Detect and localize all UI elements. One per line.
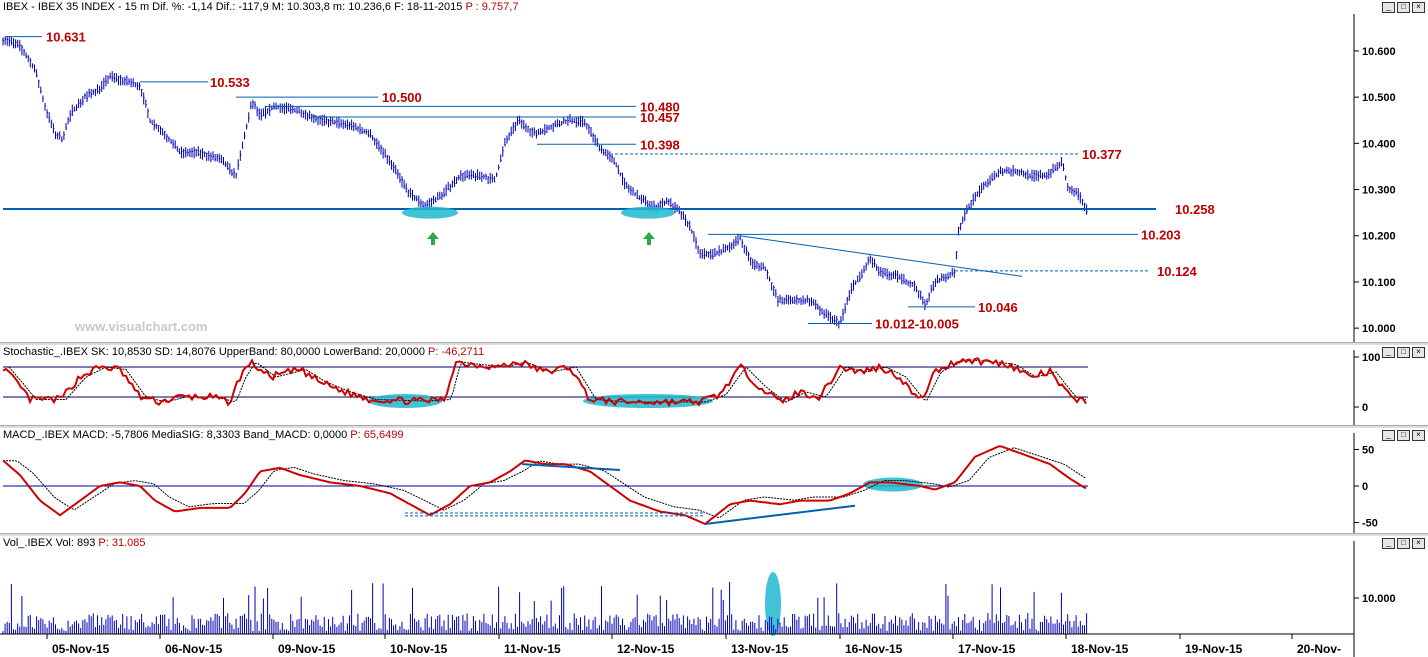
- macd-header-text: MACD_.IBEX MACD: -5,7806 MediaSIG: 8,330…: [3, 429, 348, 441]
- macd-header: MACD_.IBEX MACD: -5,7806 MediaSIG: 8,330…: [3, 429, 404, 441]
- minimize-icon[interactable]: _: [1382, 430, 1395, 441]
- price-header: IBEX - IBEX 35 INDEX - 15 m Dif. %: -1,1…: [3, 1, 518, 13]
- minimize-icon[interactable]: _: [1382, 538, 1395, 549]
- macd-trendline: [704, 504, 856, 525]
- level-label-10457: 10.457: [640, 110, 680, 125]
- stoch-header-text: Stochastic_.IBEX SK: 10,8530 SD: 14,8076…: [3, 346, 425, 358]
- level-label-10631: 10.631: [46, 30, 86, 45]
- level-label-10398: 10.398: [640, 137, 680, 152]
- macd-header-p: P: 65,6499: [350, 429, 404, 441]
- close-icon[interactable]: ×: [1412, 2, 1425, 13]
- vol-window-buttons: _ □ ×: [1382, 538, 1425, 549]
- level-label-10203: 10.203: [1141, 227, 1181, 242]
- y-tick-label: 10.500: [1362, 92, 1396, 104]
- support-highlight: [402, 206, 458, 219]
- y-tick-label: 0: [1362, 481, 1368, 493]
- stochastic-chart[interactable]: 100 0: [0, 345, 1428, 425]
- oversold-highlight: [368, 394, 442, 408]
- macd-signal-line: [3, 447, 1087, 518]
- macd-trendline: [521, 463, 621, 471]
- x-tick-label: 11-Nov-15: [504, 642, 561, 656]
- volume-panel: Vol_.IBEX Vol: 893 P: 31.085 _ □ × 10.00…: [0, 536, 1428, 657]
- stoch-sk-line: [2, 357, 1087, 408]
- y-tick-label: 10.400: [1362, 138, 1396, 150]
- x-tick-label: 05-Nov-15: [52, 642, 110, 656]
- macd-chart[interactable]: 50 0 -50: [0, 428, 1428, 533]
- vol-header-p: P: 31.085: [98, 537, 146, 549]
- up-arrow-icon: [427, 232, 439, 246]
- close-icon[interactable]: ×: [1412, 538, 1425, 549]
- macd-panel: MACD_.IBEX MACD: -5,7806 MediaSIG: 8,330…: [0, 428, 1428, 533]
- price-window-buttons: _ □ ×: [1382, 2, 1425, 13]
- stoch-header-p: P: -46,2711: [428, 346, 485, 358]
- close-icon[interactable]: ×: [1412, 347, 1425, 358]
- close-icon[interactable]: ×: [1412, 430, 1425, 441]
- level-label-10377: 10.377: [1082, 147, 1122, 162]
- stoch-window-buttons: _ □ ×: [1382, 347, 1425, 358]
- macd-line: [2, 445, 1087, 526]
- y-tick-label: 10.300: [1362, 185, 1396, 197]
- y-tick-label: 0: [1362, 402, 1368, 414]
- maximize-icon[interactable]: □: [1397, 538, 1410, 549]
- maximize-icon[interactable]: □: [1397, 430, 1410, 441]
- x-tick-label: 09-Nov-15: [278, 642, 336, 656]
- minimize-icon[interactable]: _: [1382, 2, 1395, 13]
- price-chart[interactable]: 10.600 10.500 10.400 10.300 10.200 10.100 10.0…: [0, 0, 1428, 342]
- y-tick-label: 10.100: [1362, 277, 1396, 289]
- vol-header: Vol_.IBEX Vol: 893 P: 31.085: [3, 537, 146, 549]
- volume-chart[interactable]: 10.000 05-Nov-15 06-Nov-15 09-Nov-15 10-Nov-…: [0, 536, 1428, 657]
- level-label-10124: 10.124: [1157, 264, 1198, 279]
- oversold-highlight: [583, 394, 713, 408]
- up-arrow-icon: [643, 232, 655, 246]
- y-tick-label: 10.200: [1362, 231, 1396, 243]
- support-highlight: [621, 206, 675, 219]
- x-tick-label: 20-Nov-: [1297, 642, 1341, 656]
- x-tick-label: 17-Nov-15: [958, 642, 1016, 656]
- y-tick-label: 50: [1362, 445, 1374, 457]
- level-label-10046: 10.046: [978, 300, 1018, 315]
- x-tick-label: 10-Nov-15: [390, 642, 448, 656]
- level-label-10012-10005: 10.012-10.005: [875, 317, 959, 332]
- y-tick-label: -50: [1362, 518, 1378, 530]
- x-tick-label: 12-Nov-15: [617, 642, 675, 656]
- price-header-text: IBEX - IBEX 35 INDEX - 15 m Dif. %: -1,1…: [3, 1, 463, 13]
- minimize-icon[interactable]: _: [1382, 347, 1395, 358]
- watermark: www.visualchart.com: [74, 319, 207, 334]
- maximize-icon[interactable]: □: [1397, 347, 1410, 358]
- macd-window-buttons: _ □ ×: [1382, 430, 1425, 441]
- vol-header-text: Vol_.IBEX Vol: 893: [3, 537, 96, 549]
- y-tick-label: 10.000: [1362, 593, 1396, 605]
- stoch-header: Stochastic_.IBEX SK: 10,8530 SD: 14,8076…: [3, 346, 484, 358]
- y-tick-label: 10.600: [1362, 46, 1396, 58]
- level-label-10500: 10.500: [382, 90, 422, 105]
- price-panel: IBEX - IBEX 35 INDEX - 15 m Dif. %: -1,1…: [0, 0, 1428, 342]
- y-tick-label: 10.000: [1362, 323, 1396, 335]
- level-label-10533: 10.533: [210, 75, 250, 90]
- x-tick-label: 19-Nov-15: [1185, 642, 1243, 656]
- x-tick-label: 06-Nov-15: [165, 642, 223, 656]
- y-tick-label: 100: [1362, 352, 1380, 364]
- x-tick-label: 18-Nov-15: [1071, 642, 1129, 656]
- maximize-icon[interactable]: □: [1397, 2, 1410, 13]
- x-tick-label: 16-Nov-15: [845, 642, 903, 656]
- level-label-10480: 10.480: [640, 99, 680, 114]
- macd-highlight: [863, 477, 923, 492]
- level-label-10258: 10.258: [1175, 202, 1215, 217]
- price-header-p: P : 9.757,7: [465, 1, 519, 13]
- x-tick-label: 13-Nov-15: [731, 642, 789, 656]
- resistance-trendline: [739, 235, 1023, 277]
- stochastic-panel: Stochastic_.IBEX SK: 10,8530 SD: 14,8076…: [0, 345, 1428, 425]
